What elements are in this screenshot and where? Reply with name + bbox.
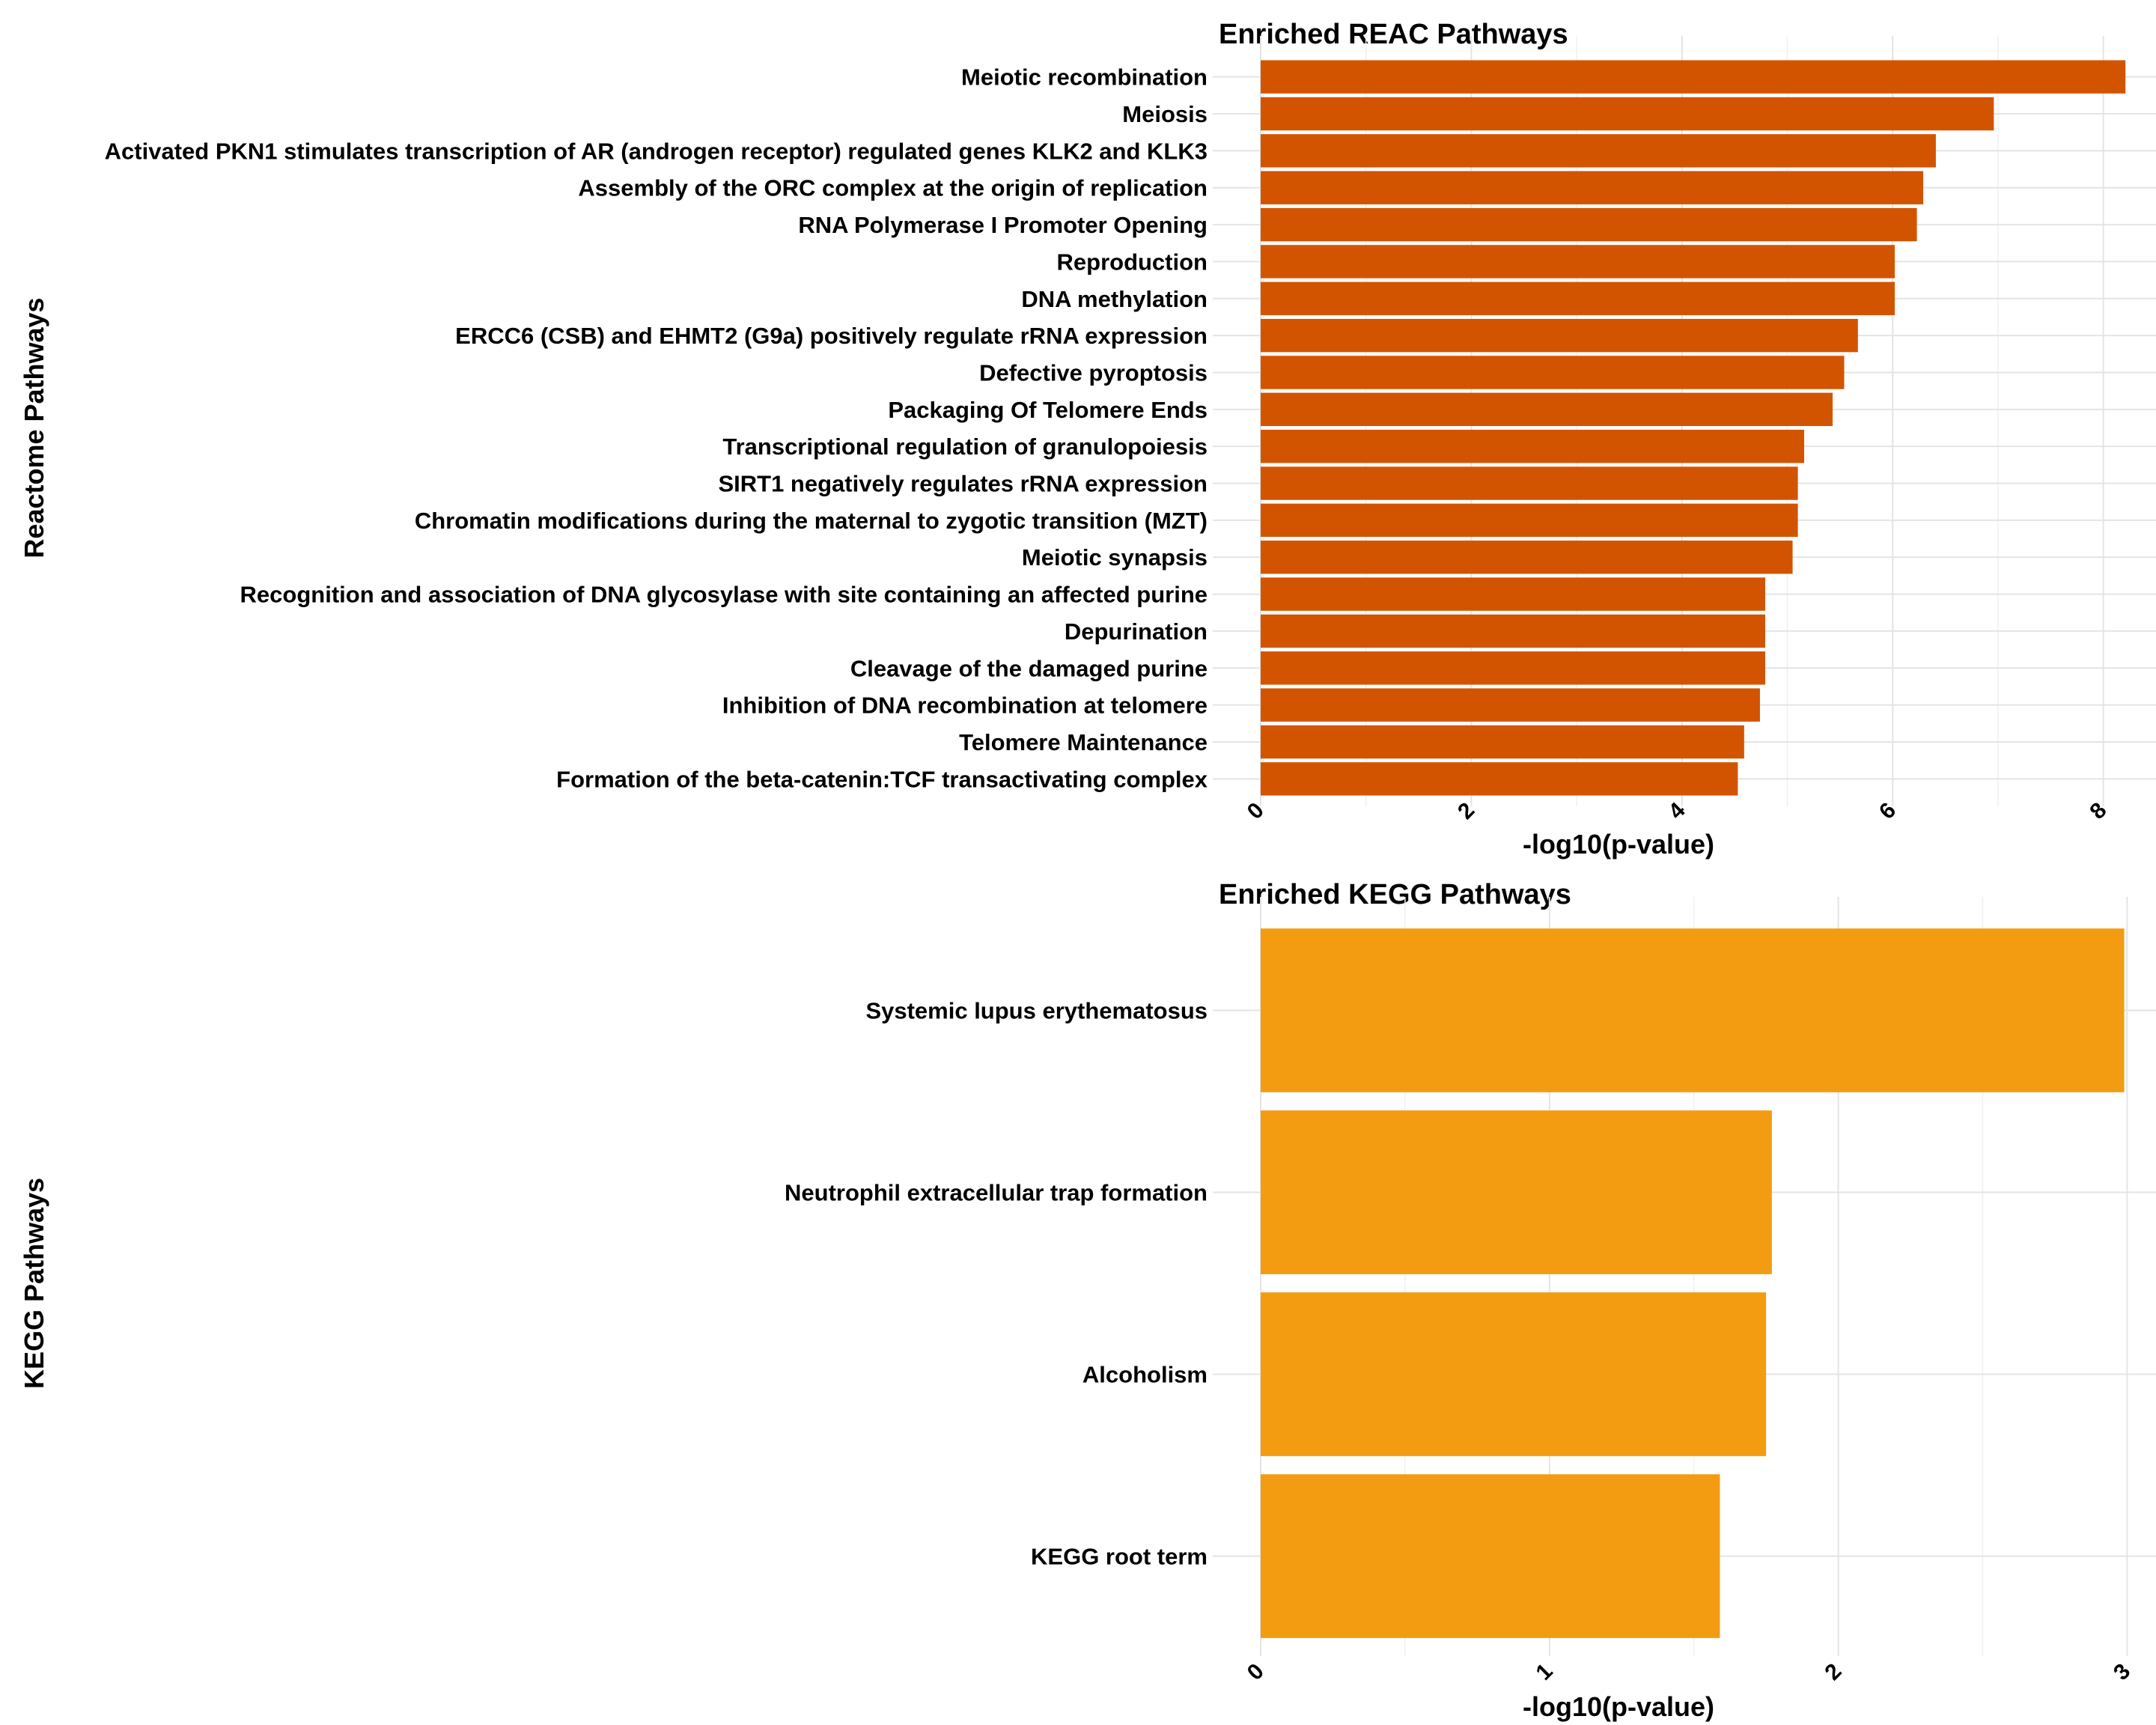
bar: [1261, 392, 1833, 427]
category-label: Systemic lupus erythematosus: [865, 998, 1208, 1024]
x-tick-label: 2: [1820, 1659, 1846, 1685]
bar: [1261, 614, 1765, 648]
bar: [1261, 1292, 1767, 1456]
x-axis-label: -log10(p-value): [1523, 1691, 1714, 1722]
bar: [1261, 466, 1798, 500]
category-label: Meiotic synapsis: [1022, 544, 1208, 571]
x-tick-label: 6: [1875, 798, 1901, 824]
bar: [1261, 688, 1760, 722]
x-tick-label: 0: [1243, 1659, 1269, 1685]
x-tick-label: 2: [1453, 798, 1479, 824]
category-labels: Meiotic recombination Meiosis Activated PK…: [105, 64, 1208, 793]
bar: [1261, 245, 1895, 279]
category-label: DNA methylation: [1021, 286, 1208, 312]
category-label: Recognition and association of DNA glyco…: [240, 582, 1208, 608]
reactome-chart: Enriched REAC Pathways Reactome Pathways…: [19, 19, 2156, 860]
category-label: KEGG root term: [1031, 1544, 1208, 1570]
category-label: ERCC6 (CSB) and EHMT2 (G9a) positively r…: [455, 323, 1208, 349]
category-label: Formation of the beta-catenin:TCF transa…: [556, 766, 1208, 792]
x-tick-label: 4: [1664, 797, 1690, 824]
category-labels: Systemic lupus erythematosus Neutrophil e…: [785, 998, 1208, 1570]
y-axis-label: KEGG Pathways: [19, 1178, 49, 1389]
bar: [1261, 282, 1895, 315]
bar: [1261, 503, 1798, 538]
bar: [1261, 1110, 1772, 1274]
bar: [1261, 318, 1858, 353]
category-label: Reproduction: [1057, 249, 1208, 275]
bar: [1261, 762, 1738, 796]
bar: [1261, 60, 2126, 94]
bar: [1261, 541, 1793, 574]
bar: [1261, 725, 1744, 759]
bars: [1261, 60, 2126, 796]
category-label: Neutrophil extracellular trap formation: [785, 1180, 1208, 1206]
category-label: Alcoholism: [1082, 1362, 1208, 1388]
kegg-chart: Enriched KEGG Pathways KEGG Pathways -lo…: [19, 879, 2156, 1722]
bar: [1261, 134, 1936, 168]
bar: [1261, 356, 1845, 389]
category-label: Assembly of the ORC complex at the origi…: [578, 175, 1208, 201]
bar: [1261, 429, 1805, 463]
bar: [1261, 1474, 1720, 1638]
chart-title: Enriched KEGG Pathways: [1219, 879, 1571, 910]
bars: [1261, 928, 2125, 1638]
x-tick-label: 3: [2109, 1659, 2135, 1685]
x-tick-labels: 0 2 4 6 8: [1243, 797, 2112, 824]
chart-title: Enriched REAC Pathways: [1219, 19, 1568, 50]
category-label: Inhibition of DNA recombination at telom…: [722, 693, 1208, 719]
category-label: Meiotic recombination: [961, 64, 1208, 91]
x-tick-label: 1: [1532, 1659, 1558, 1685]
category-label: Meiosis: [1122, 101, 1208, 127]
category-label: Activated PKN1 stimulates transcription …: [105, 138, 1208, 164]
category-label: Chromatin modifications during the mater…: [415, 508, 1208, 534]
bar: [1261, 651, 1765, 685]
y-axis-label: Reactome Pathways: [19, 297, 49, 558]
x-axis-label: -log10(p-value): [1523, 829, 1714, 860]
category-label: Packaging Of Telomere Ends: [888, 397, 1208, 423]
bar: [1261, 207, 1917, 242]
category-label: SIRT1 negatively regulates rRNA expressi…: [718, 471, 1208, 497]
x-tick-label: 0: [1243, 798, 1269, 824]
bar: [1261, 928, 2125, 1092]
category-label: Depurination: [1065, 618, 1208, 645]
category-label: Transcriptional regulation of granulopoi…: [722, 433, 1208, 460]
bar: [1261, 97, 1994, 131]
x-tick-label: 8: [2085, 798, 2111, 824]
category-label: Telomere Maintenance: [959, 729, 1208, 755]
category-label: Defective pyroptosis: [979, 359, 1208, 386]
x-tick-labels: 0 1 2 3: [1243, 1659, 2136, 1685]
bar: [1261, 171, 1924, 204]
bar: [1261, 577, 1765, 611]
category-label: RNA Polymerase I Promoter Opening: [798, 212, 1208, 238]
category-label: Cleavage of the damaged purine: [850, 655, 1208, 681]
